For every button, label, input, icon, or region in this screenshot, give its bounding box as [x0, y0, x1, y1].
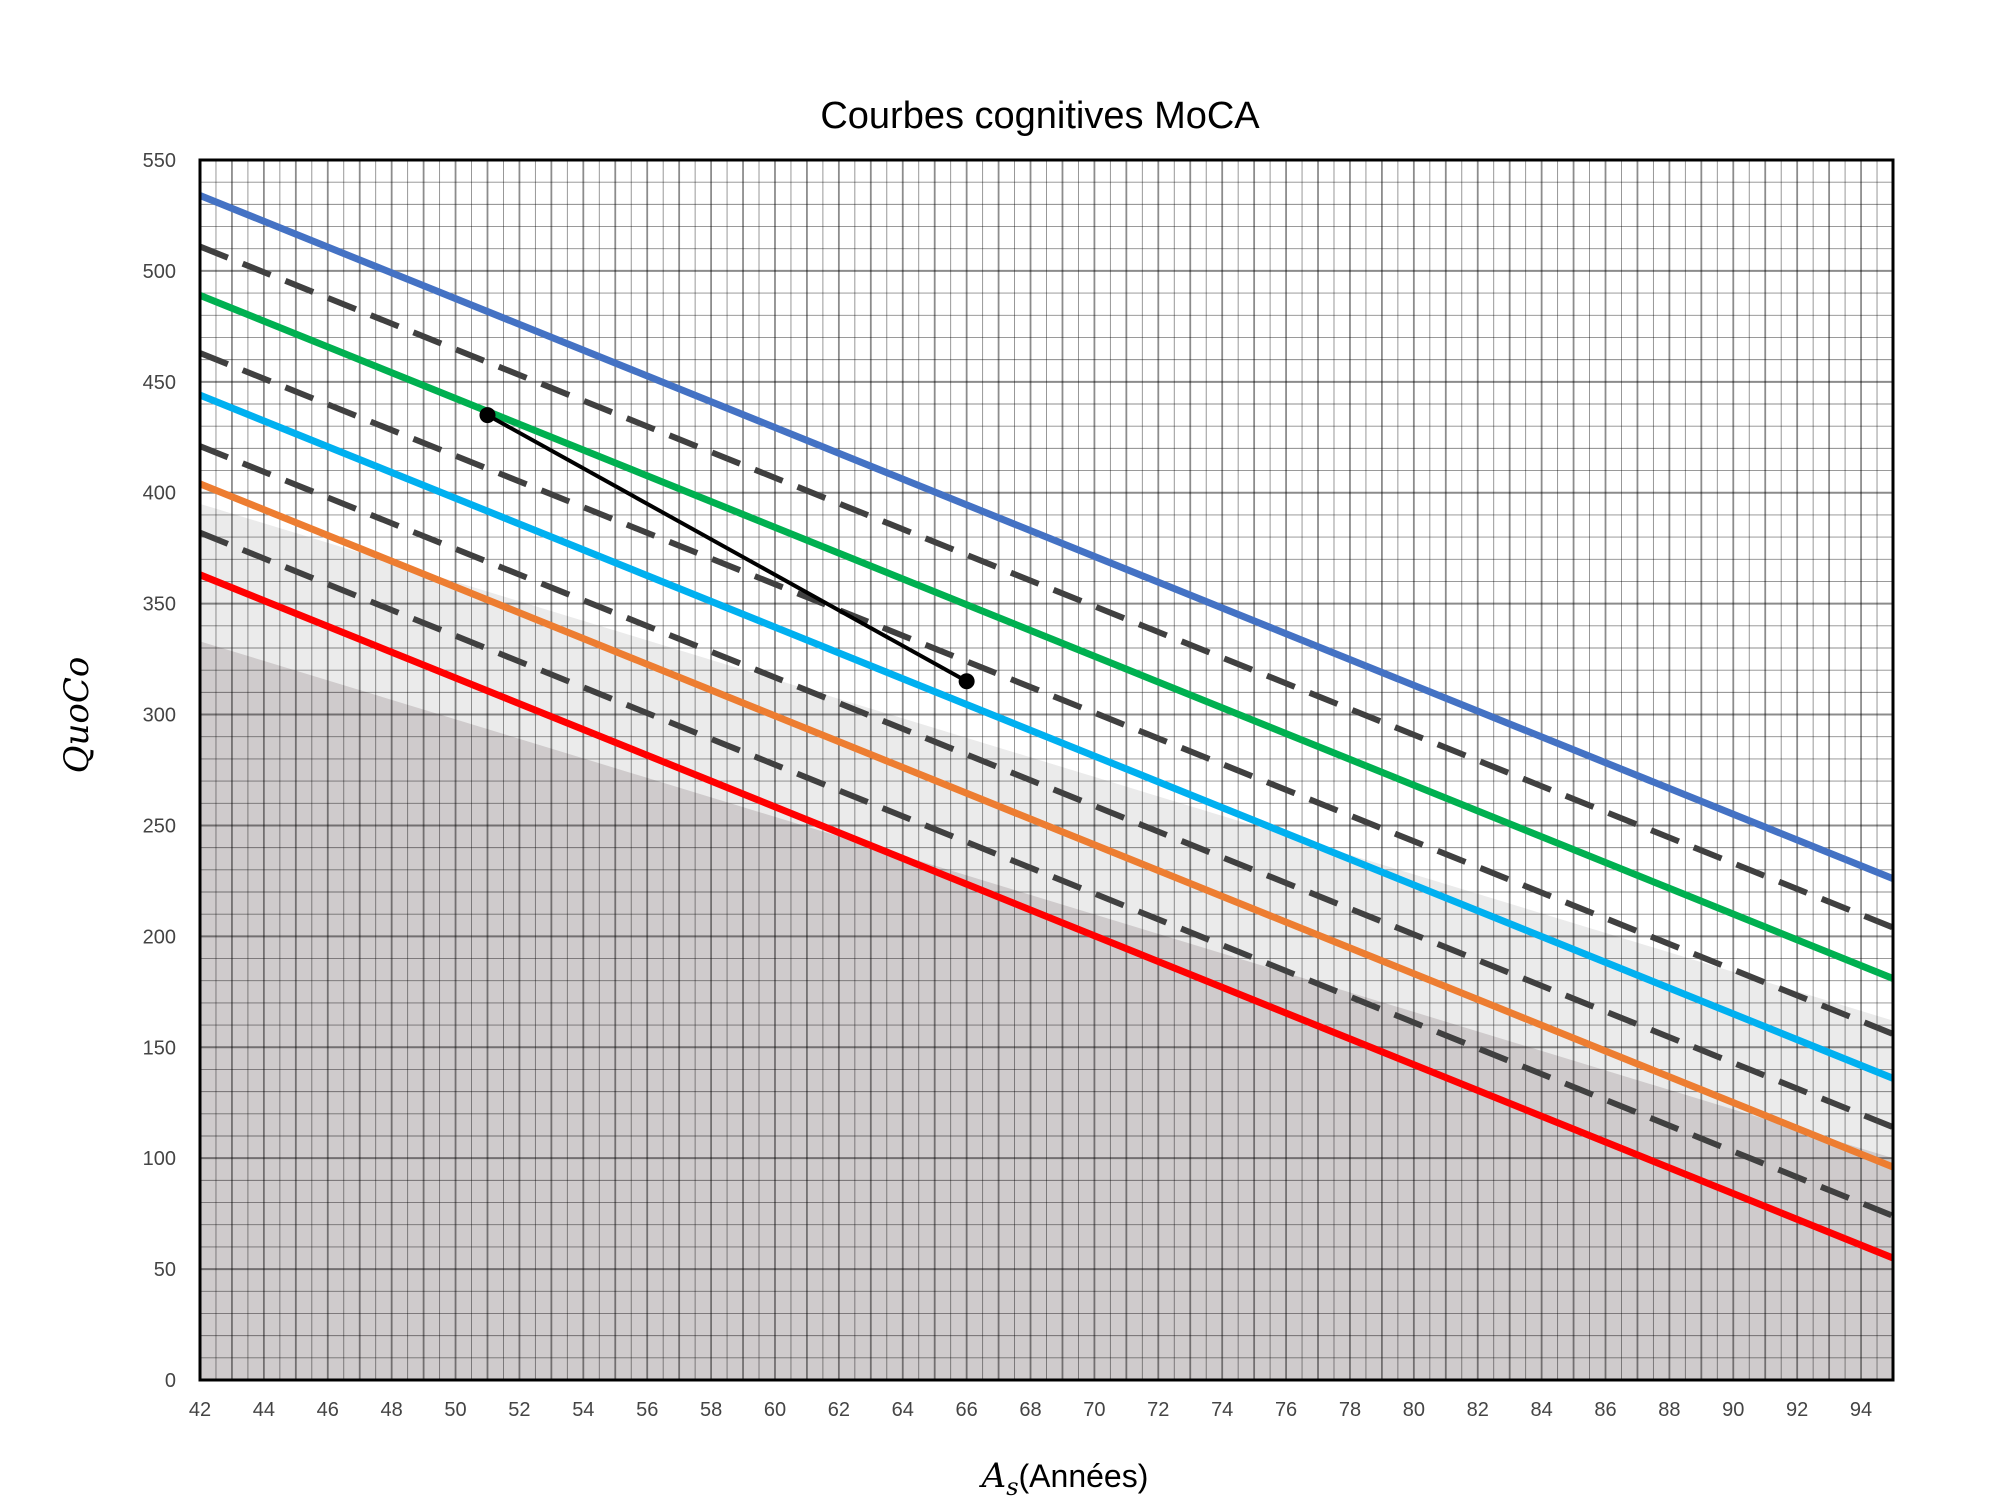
x-tick-label: 80: [1403, 1399, 1425, 1421]
x-tick-label: 62: [828, 1399, 850, 1421]
y-tick-label: 100: [143, 1148, 176, 1170]
x-tick-labels: 42 44 46 48 50 52 54 56 58 60 62 64 66 68 70 72 74 76 78 80…: [189, 1399, 1872, 1421]
plot-frame: [198, 158, 1895, 1382]
y-tick-label: 50: [154, 1259, 176, 1281]
x-tick-label: 76: [1275, 1399, 1297, 1421]
x-tick-label: 74: [1211, 1399, 1233, 1421]
x-tick-label: 92: [1786, 1399, 1808, 1421]
x-axis-label-text: (Années): [1019, 1458, 1149, 1494]
x-tick-label: 44: [253, 1399, 275, 1421]
x-tick-label: 68: [1019, 1399, 1041, 1421]
x-tick-label: 82: [1467, 1399, 1489, 1421]
x-axis-label: As(Années): [979, 1456, 1149, 1500]
x-tick-label: 58: [700, 1399, 722, 1421]
y-tick-label: 550: [143, 150, 176, 172]
series-point: [479, 407, 496, 424]
series-point: [958, 673, 975, 690]
series-line-7: [200, 480, 1893, 1171]
plot-area: [198, 158, 1895, 1382]
series-line-2: [200, 243, 1893, 931]
y-axis-label: QuoCo: [57, 657, 97, 774]
x-tick-label: 72: [1147, 1399, 1169, 1421]
y-tick-labels: 0 50 100 150 200 250 300 350 400 450 500 550: [143, 150, 176, 1392]
x-tick-label: 54: [572, 1399, 594, 1421]
series-line-1: [200, 192, 1893, 882]
series-line-10: [486, 413, 968, 684]
series-line-8: [200, 529, 1893, 1219]
series-line-5: [200, 391, 1893, 1082]
y-tick-label: 150: [143, 1037, 176, 1059]
y-tick-label: 500: [143, 261, 176, 283]
x-tick-label: 66: [956, 1399, 978, 1421]
x-tick-label: 88: [1658, 1399, 1680, 1421]
x-tick-label: 42: [189, 1399, 211, 1421]
series-line-9: [200, 571, 1893, 1262]
series-line-6: [200, 443, 1893, 1130]
plot-background: [200, 503, 1893, 1380]
x-axis-label-subscript: s: [1006, 1473, 1018, 1500]
x-tick-label: 56: [636, 1399, 658, 1421]
x-tick-label: 86: [1594, 1399, 1616, 1421]
shaded-region-dark: [200, 641, 1893, 1380]
x-tick-label: 94: [1850, 1399, 1872, 1421]
x-tick-label: 64: [892, 1399, 914, 1421]
x-tick-label: 50: [444, 1399, 466, 1421]
y-tick-label: 450: [143, 372, 176, 394]
y-tick-label: 350: [143, 594, 176, 616]
y-tick-label: 300: [143, 705, 176, 727]
x-axis-label-symbol: A: [979, 1456, 1007, 1496]
x-tick-label: 46: [317, 1399, 339, 1421]
x-tick-label: 48: [381, 1399, 403, 1421]
series-line-4: [200, 350, 1893, 1037]
x-tick-label: 78: [1339, 1399, 1361, 1421]
x-tick-label: 84: [1530, 1399, 1552, 1421]
y-tick-label: 200: [143, 926, 176, 948]
x-tick-label: 52: [508, 1399, 530, 1421]
y-tick-label: 0: [165, 1370, 176, 1392]
chart-title: Courbes cognitives MoCA: [820, 95, 1260, 137]
y-tick-label: 400: [143, 483, 176, 505]
x-tick-label: 70: [1083, 1399, 1105, 1421]
x-tick-label: 60: [764, 1399, 786, 1421]
y-tick-label: 250: [143, 815, 176, 837]
x-tick-label: 90: [1722, 1399, 1744, 1421]
series-group: [200, 192, 1893, 1262]
